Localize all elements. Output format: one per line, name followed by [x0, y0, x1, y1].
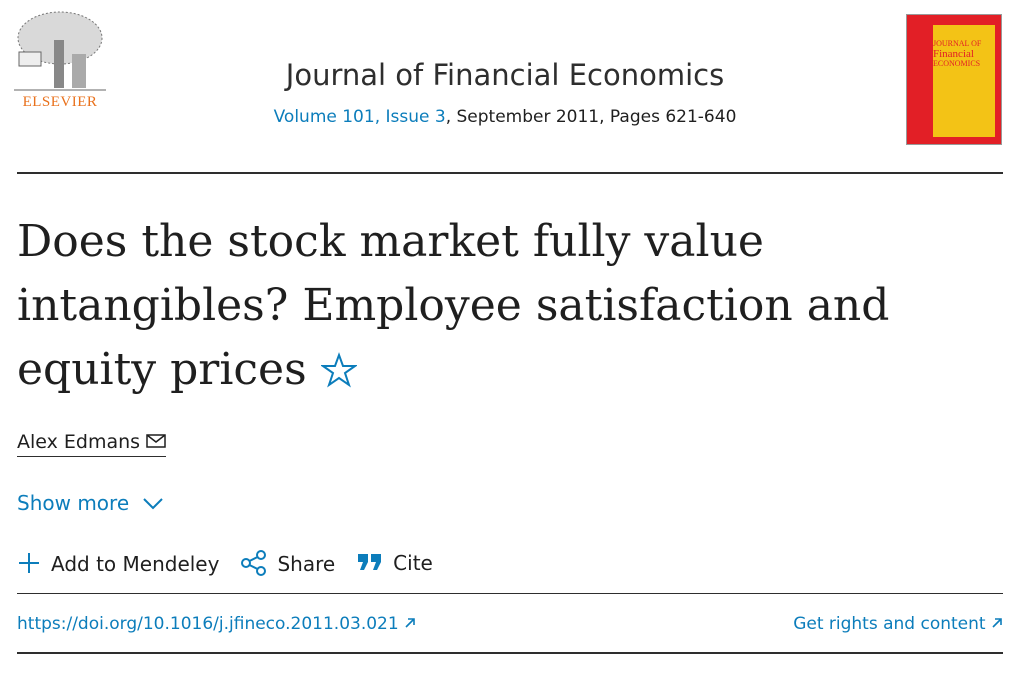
rights-link[interactable]: Get rights and content [793, 614, 1003, 634]
external-icon [992, 618, 1002, 628]
publisher-name: ELSEVIER [22, 94, 98, 110]
doi-link[interactable]: https://doi.org/10.1016/j.jfineco.2011.0… [17, 614, 416, 634]
chevron-icon [142, 498, 163, 510]
external-icon [405, 618, 415, 628]
rights-text: Get rights and content [793, 614, 986, 634]
cover-text: JOURNAL OF [933, 39, 982, 48]
share-button[interactable]: Share [241, 550, 335, 576]
show-more[interactable]: Show more [17, 491, 164, 515]
mendeley-button[interactable]: Add to Mendeley [17, 551, 219, 576]
star-icon[interactable] [319, 352, 358, 388]
share-text: Share [277, 552, 336, 576]
quote-icon [358, 554, 382, 570]
issue-link[interactable]: Volume 101, Issue 3 [273, 107, 446, 127]
journal-title[interactable]: Journal of Financial Economics [285, 58, 725, 92]
cover-panel: JOURNAL OF Financial ECONOMICS [933, 25, 995, 137]
divider [17, 652, 1003, 654]
mail-icon [146, 434, 166, 448]
title-text: Does the stock market fully value intang… [17, 216, 890, 395]
action-bar: Add to Mendeley Share Cite [17, 550, 433, 576]
author-name: Alex Edmans [17, 431, 141, 453]
issue-info: Volume 101, Issue 3, September 2011, Pag… [240, 107, 770, 127]
journal-cover[interactable]: JOURNAL OF Financial ECONOMICS [906, 14, 1002, 145]
divider [17, 172, 1003, 174]
article-title: Does the stock market fully value intang… [17, 210, 917, 402]
logo-tree [14, 11, 106, 91]
cite-button[interactable]: Cite [357, 551, 433, 575]
doi-text: https://doi.org/10.1016/j.jfineco.2011.0… [17, 614, 399, 634]
cite-text: Cite [393, 551, 433, 575]
share-icon [241, 550, 267, 576]
plus-icon [19, 552, 39, 573]
author[interactable]: Alex Edmans [17, 431, 167, 457]
publisher-logo[interactable]: ELSEVIER [14, 10, 106, 112]
show-more-text: Show more [17, 491, 130, 515]
mendeley-text: Add to Mendeley [51, 551, 220, 576]
cover-text: Financial [933, 48, 974, 60]
cover-text: ECONOMICS [933, 59, 981, 68]
divider [17, 593, 1003, 594]
issue-details: , September 2011, Pages 621-640 [445, 107, 737, 127]
